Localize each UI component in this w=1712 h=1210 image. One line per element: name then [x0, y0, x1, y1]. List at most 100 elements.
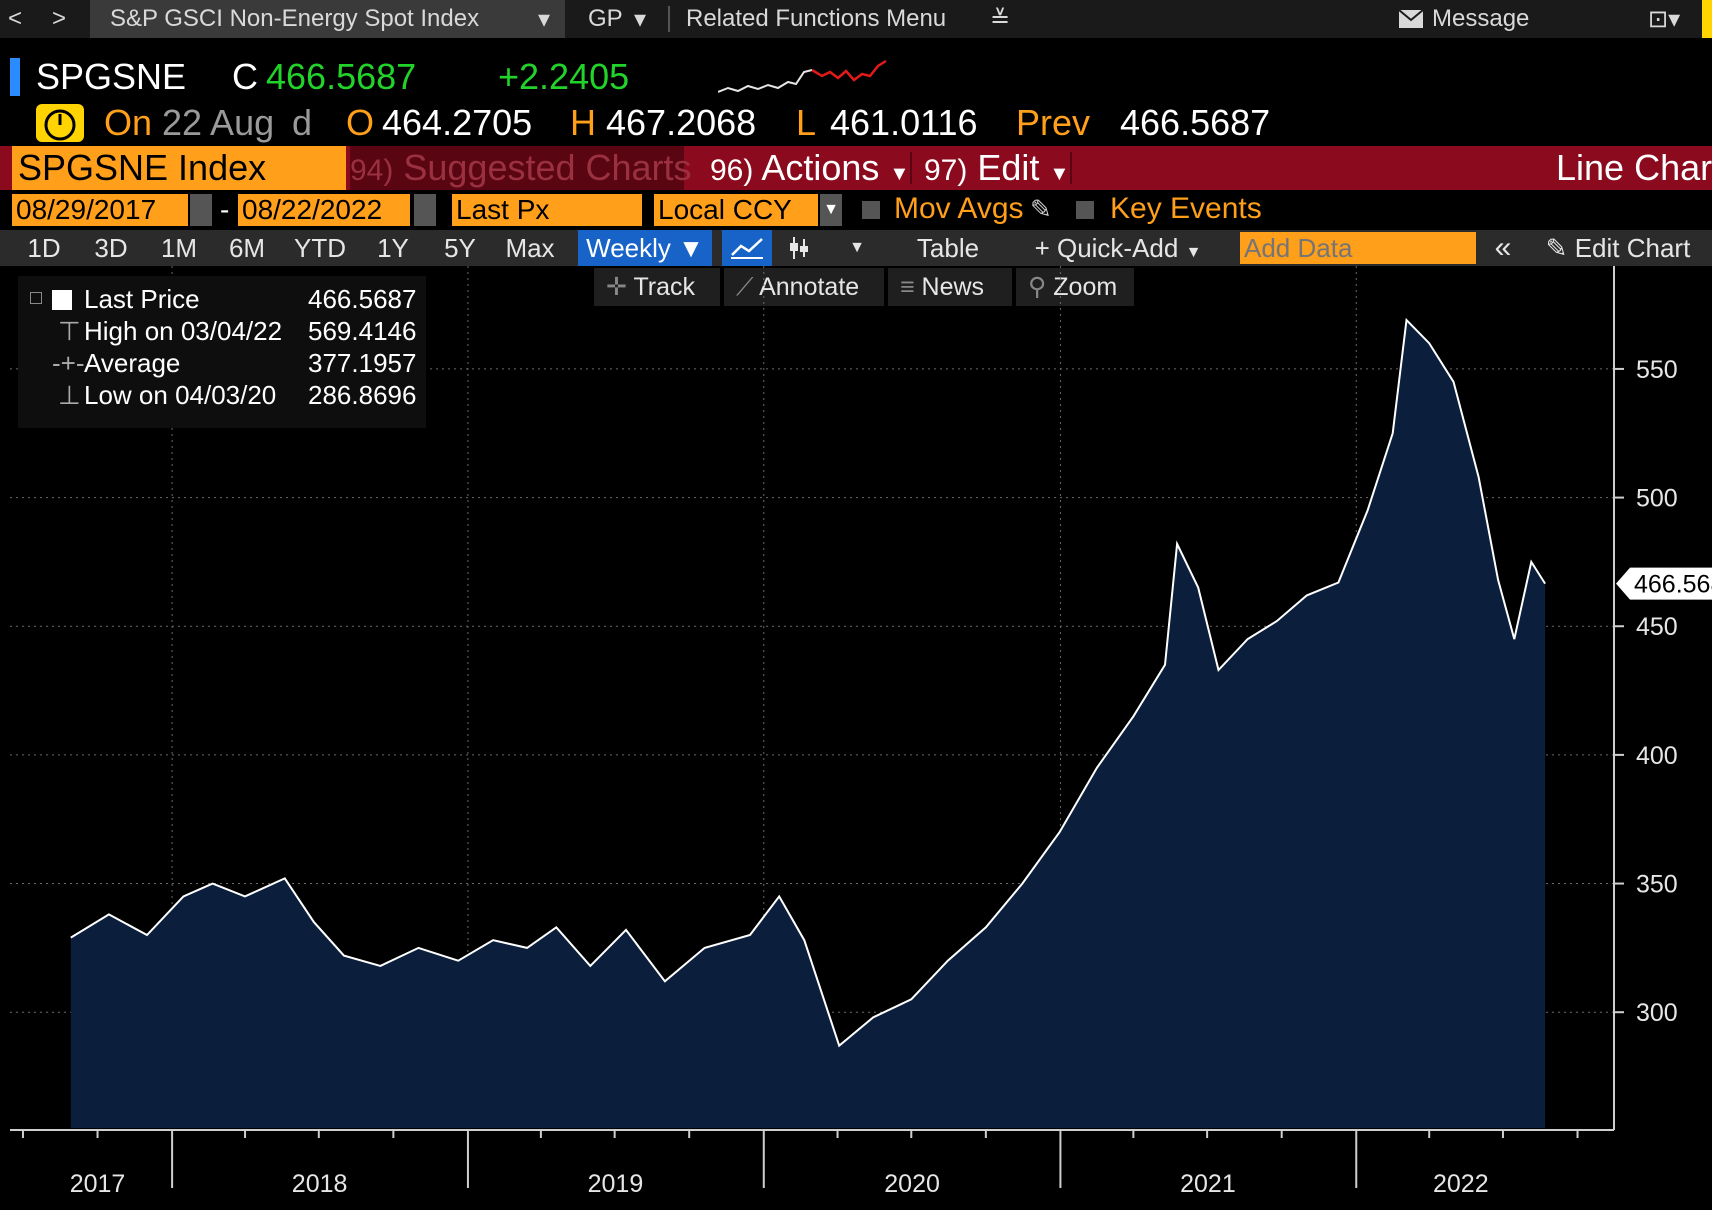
- key-events-label[interactable]: Key Events: [1110, 192, 1262, 225]
- currency-select[interactable]: Local CCY: [654, 194, 818, 226]
- line-chart-icon[interactable]: [722, 230, 772, 266]
- pencil-icon: ✎: [1545, 233, 1568, 263]
- key-events-checkbox[interactable]: [1076, 201, 1094, 219]
- price-field-select[interactable]: Last Px: [452, 194, 642, 226]
- zoom-button[interactable]: ⚲ Zoom: [1016, 268, 1134, 306]
- period-1d[interactable]: 1D: [27, 233, 61, 263]
- period-max[interactable]: Max: [505, 233, 555, 263]
- candlestick-icon[interactable]: [776, 230, 822, 266]
- chevron-down-icon[interactable]: ▾: [634, 6, 647, 33]
- period-1y[interactable]: 1Y: [377, 233, 409, 263]
- period-5y[interactable]: 5Y: [444, 233, 476, 263]
- x-tick-label: 2020: [884, 1170, 940, 1198]
- price-chart[interactable]: 300 350 400 450 500 550 2017 2018 2019 2020 2021 20…: [0, 266, 1712, 1210]
- message-button[interactable]: Message: [1432, 5, 1530, 32]
- pin-icon[interactable]: [36, 104, 84, 142]
- divider: [910, 152, 912, 184]
- security-input[interactable]: SPGSNE Index: [12, 146, 346, 190]
- calendar-icon[interactable]: [190, 194, 212, 226]
- y-tick-label: 400: [1636, 742, 1678, 770]
- start-date-field[interactable]: 08/29/2017: [12, 194, 188, 226]
- track-button[interactable]: ✛ Track: [594, 268, 720, 306]
- x-tick-label: 2018: [292, 1170, 348, 1198]
- add-data-input[interactable]: [1240, 232, 1476, 264]
- open-value: 464.2705: [382, 102, 533, 143]
- news-button[interactable]: ≡ News: [888, 268, 1012, 306]
- divider: [668, 6, 670, 32]
- date-separator: -: [220, 194, 230, 225]
- edit-chart-label: Edit Chart: [1574, 233, 1691, 263]
- high-marker-icon: ⊤: [58, 316, 81, 346]
- suggested-charts-label: Suggested Charts: [403, 147, 692, 188]
- collapse-legend-icon[interactable]: [30, 292, 42, 304]
- annotate-button[interactable]: ⟋ Annotate: [724, 268, 884, 306]
- chevron-down-icon[interactable]: ▼: [820, 194, 842, 226]
- edit-label: Edit: [977, 147, 1040, 188]
- suggested-charts-tab[interactable]: 94) Suggested Charts: [350, 146, 692, 190]
- mov-avgs-checkbox[interactable]: [862, 201, 880, 219]
- chevron-down-icon: ▼: [889, 163, 910, 185]
- quote-date: 22 Aug: [162, 102, 275, 143]
- security-title: S&P GSCI Non-Energy Spot Index: [110, 5, 480, 32]
- news-label: News: [921, 273, 985, 301]
- prev-label: Prev: [1016, 102, 1091, 143]
- window-menu-icon[interactable]: ⊡▾: [1648, 6, 1681, 33]
- x-tick-label: 2019: [588, 1170, 644, 1198]
- quick-add-button[interactable]: + Quick-Add ▼: [1020, 230, 1216, 266]
- quick-add-label: + Quick-Add: [1034, 233, 1179, 263]
- edit-menu[interactable]: 97) Edit ▼: [924, 146, 1069, 190]
- window-edge-indicator: [1702, 0, 1712, 38]
- related-functions-menu[interactable]: Related Functions Menu: [686, 5, 947, 32]
- low-value: 461.0116: [830, 102, 978, 143]
- legend-last-price-value: 466.5687: [308, 284, 417, 314]
- change-value: +2.2405: [498, 56, 630, 97]
- frequency-label: Weekly: [586, 233, 671, 263]
- chevron-down-icon[interactable]: ▼: [849, 239, 865, 256]
- annotate-label: Annotate: [759, 273, 860, 301]
- double-chevron-icon[interactable]: ≚: [990, 6, 1011, 33]
- legend-high-value: 569.4146: [308, 316, 417, 346]
- pencil-icon: ⟋: [736, 273, 754, 301]
- last-price-swatch: [52, 290, 72, 310]
- quote-frequency: d: [292, 102, 313, 143]
- mov-avgs-label[interactable]: Mov Avgs: [894, 192, 1024, 225]
- close-value: 466.5687: [266, 56, 417, 97]
- sparkline: [718, 59, 887, 93]
- period-6m[interactable]: 6M: [228, 233, 266, 263]
- back-icon[interactable]: <: [8, 5, 23, 32]
- calendar-icon[interactable]: [414, 194, 436, 226]
- list-icon: ≡: [900, 273, 915, 301]
- zoom-label: Zoom: [1053, 273, 1118, 301]
- chevron-down-icon: ▼: [678, 233, 704, 263]
- chart-tabs-bar: SPGSNE Index 94) Suggested Charts 96) Ac…: [0, 146, 1712, 190]
- table-button[interactable]: Table: [916, 233, 980, 263]
- chevron-down-icon: ▼: [1049, 163, 1070, 185]
- y-tick-label: 450: [1636, 613, 1678, 641]
- y-tick-label: 300: [1636, 999, 1678, 1027]
- magnifier-icon: ⚲: [1028, 273, 1047, 301]
- edit-chart-button[interactable]: ✎ Edit Chart: [1528, 230, 1708, 266]
- envelope-icon[interactable]: [1398, 8, 1424, 30]
- x-tick-label: 2017: [70, 1170, 126, 1198]
- period-1m[interactable]: 1M: [160, 233, 198, 263]
- period-3d[interactable]: 3D: [94, 233, 128, 263]
- gp-menu-button[interactable]: GP: [588, 5, 623, 32]
- y-tick-label: 500: [1636, 485, 1678, 513]
- pencil-icon[interactable]: ✎: [1030, 194, 1052, 224]
- forward-icon[interactable]: >: [52, 5, 67, 32]
- actions-number: 96): [710, 154, 754, 187]
- frequency-select[interactable]: Weekly ▼: [578, 230, 712, 266]
- chevron-down-icon[interactable]: ▾: [538, 6, 551, 33]
- actions-menu[interactable]: 96) Actions ▼: [710, 146, 909, 190]
- y-tick-label: 550: [1636, 356, 1678, 384]
- chart-legend: Last Price 466.5687 ⊤ High on 03/04/22 5…: [18, 276, 426, 428]
- edit-number: 97): [924, 154, 968, 187]
- average-marker-icon: -+-: [52, 348, 85, 378]
- end-date-field[interactable]: 08/22/2022: [238, 194, 410, 226]
- period-ytd[interactable]: YTD: [294, 233, 346, 263]
- date-label: On: [104, 102, 153, 143]
- collapse-icon[interactable]: «: [1494, 231, 1512, 264]
- divider: [1070, 152, 1072, 184]
- security-title-tab[interactable]: S&P GSCI Non-Energy Spot Index ▾: [90, 0, 565, 38]
- top-nav-bar: < > S&P GSCI Non-Energy Spot Index ▾ GP …: [0, 0, 1712, 38]
